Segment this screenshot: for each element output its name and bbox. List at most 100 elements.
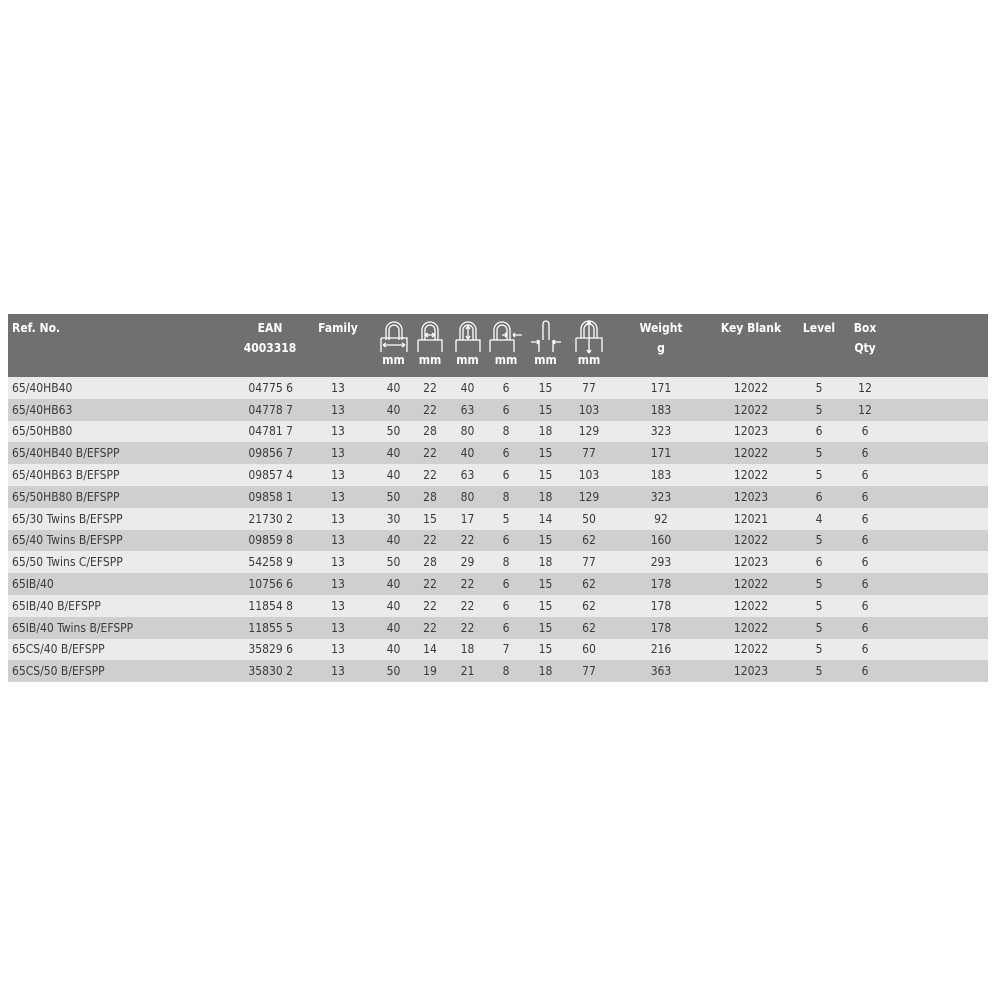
cell-shackle-thickness: 5 [486,507,526,530]
cell-key-blank: 12022 [709,594,793,617]
cell-inner-width: 19 [411,660,449,683]
cell-weight: 171 [613,377,709,399]
cell-level: 5 [793,638,845,661]
table-row: 65IB/40 Twins B/EFSPP 11855 5 13 40 22 22 6 15 6… [8,616,988,639]
cell-overall-height: 129 [565,485,613,508]
cell-level: 5 [793,594,845,617]
cell-filler [885,377,988,399]
cell-ean: 04778 7 [240,398,300,421]
header-dim-3: mm [449,314,486,377]
cell-key-blank: 12022 [709,442,793,465]
header-level: Level [793,314,845,377]
cell-shackle-thickness: 6 [486,573,526,595]
cell-filler [885,594,988,617]
cell-ref-no: 65IB/40 Twins B/EFSPP [8,616,240,639]
cell-filler [885,398,988,421]
cell-box-qty: 6 [845,420,885,443]
cell-key-blank: 12022 [709,638,793,661]
table-row: 65IB/40 10756 6 13 40 22 22 6 15 62 178 12022 5 6 [8,573,988,595]
cell-key-blank: 12022 [709,573,793,595]
cell-shackle-thickness: 6 [486,616,526,639]
cell-ean: 04781 7 [240,420,300,443]
cell-inner-width: 28 [411,485,449,508]
cell-weight: 363 [613,660,709,683]
cell-body-thickness: 14 [526,507,565,530]
cell-level: 5 [793,660,845,683]
cell-filler [885,529,988,552]
header-key-blank: Key Blank [709,314,793,377]
table-row: 65CS/50 B/EFSPP 35830 2 13 50 19 21 8 18 77 363 12… [8,660,988,683]
cell-inner-width: 22 [411,377,449,399]
header-dim-5: mm [526,314,565,377]
cell-weight: 178 [613,616,709,639]
cell-ean: 10756 6 [240,573,300,595]
cell-level: 6 [793,485,845,508]
header-row: Ref. No. EAN 4003318 Family mm mm mm mm m… [8,314,988,377]
cell-shackle-height: 22 [449,616,486,639]
cell-body-thickness: 15 [526,377,565,399]
table-row: 65/30 Twins B/EFSPP 21730 2 13 30 15 17 5 14 50 9… [8,507,988,530]
cell-ref-no: 65/50HB80 [8,420,240,443]
cell-shackle-height: 80 [449,485,486,508]
cell-filler [885,442,988,465]
table-row: 65CS/40 B/EFSPP 35829 6 13 40 14 18 7 15 60 216 12… [8,638,988,661]
cell-key-blank: 12022 [709,464,793,486]
cell-key-blank: 12023 [709,551,793,574]
cell-ean: 09859 8 [240,529,300,552]
cell-key-blank: 12023 [709,485,793,508]
cell-box-qty: 6 [845,616,885,639]
cell-shackle-width: 40 [376,377,411,399]
cell-weight: 323 [613,485,709,508]
cell-overall-height: 62 [565,529,613,552]
cell-inner-width: 28 [411,551,449,574]
cell-shackle-width: 40 [376,638,411,661]
cell-shackle-width: 30 [376,507,411,530]
cell-family: 13 [300,638,376,661]
cell-level: 5 [793,573,845,595]
body-thickness-icon [526,318,565,352]
cell-shackle-thickness: 6 [486,398,526,421]
unit-mm: mm [418,353,442,367]
cell-box-qty: 6 [845,551,885,574]
cell-family: 13 [300,442,376,465]
cell-ref-no: 65/50 Twins C/EFSPP [8,551,240,574]
cell-shackle-height: 80 [449,420,486,443]
header-dim-1: mm [376,314,411,377]
header-filler [885,314,988,377]
cell-level: 6 [793,420,845,443]
cell-shackle-thickness: 6 [486,594,526,617]
unit-mm: mm [494,353,518,367]
header-dim-6: mm [565,314,613,377]
cell-ref-no: 65/40 Twins B/EFSPP [8,529,240,552]
cell-ref-no: 65/30 Twins B/EFSPP [8,507,240,530]
cell-shackle-thickness: 6 [486,442,526,465]
table-row: 65/40HB63 04778 7 13 40 22 63 6 15 103 183 12022 5 1… [8,398,988,421]
cell-ref-no: 65/40HB63 [8,398,240,421]
cell-shackle-thickness: 6 [486,464,526,486]
cell-box-qty: 6 [845,464,885,486]
table-row: 65/40HB63 B/EFSPP 09857 4 13 40 22 63 6 15 103 18… [8,464,988,486]
table-row: 65/40 Twins B/EFSPP 09859 8 13 40 22 22 6 15 62 1… [8,529,988,552]
cell-ref-no: 65CS/40 B/EFSPP [8,638,240,661]
cell-weight: 92 [613,507,709,530]
cell-filler [885,464,988,486]
cell-ean: 09856 7 [240,442,300,465]
cell-ean: 11855 5 [240,616,300,639]
cell-shackle-thickness: 8 [486,485,526,508]
cell-body-thickness: 15 [526,573,565,595]
inner-shackle-width-icon [411,318,449,352]
cell-body-thickness: 18 [526,660,565,683]
cell-box-qty: 6 [845,660,885,683]
table-row: 65IB/40 B/EFSPP 11854 8 13 40 22 22 6 15 62 178 12… [8,594,988,617]
cell-box-qty: 6 [845,638,885,661]
cell-overall-height: 77 [565,660,613,683]
cell-body-thickness: 15 [526,464,565,486]
cell-shackle-thickness: 6 [486,377,526,399]
cell-shackle-height: 63 [449,464,486,486]
header-family: Family [300,314,376,377]
cell-shackle-width: 50 [376,420,411,443]
cell-body-thickness: 18 [526,551,565,574]
cell-key-blank: 12022 [709,616,793,639]
shackle-width-icon [376,318,411,352]
cell-shackle-height: 40 [449,377,486,399]
